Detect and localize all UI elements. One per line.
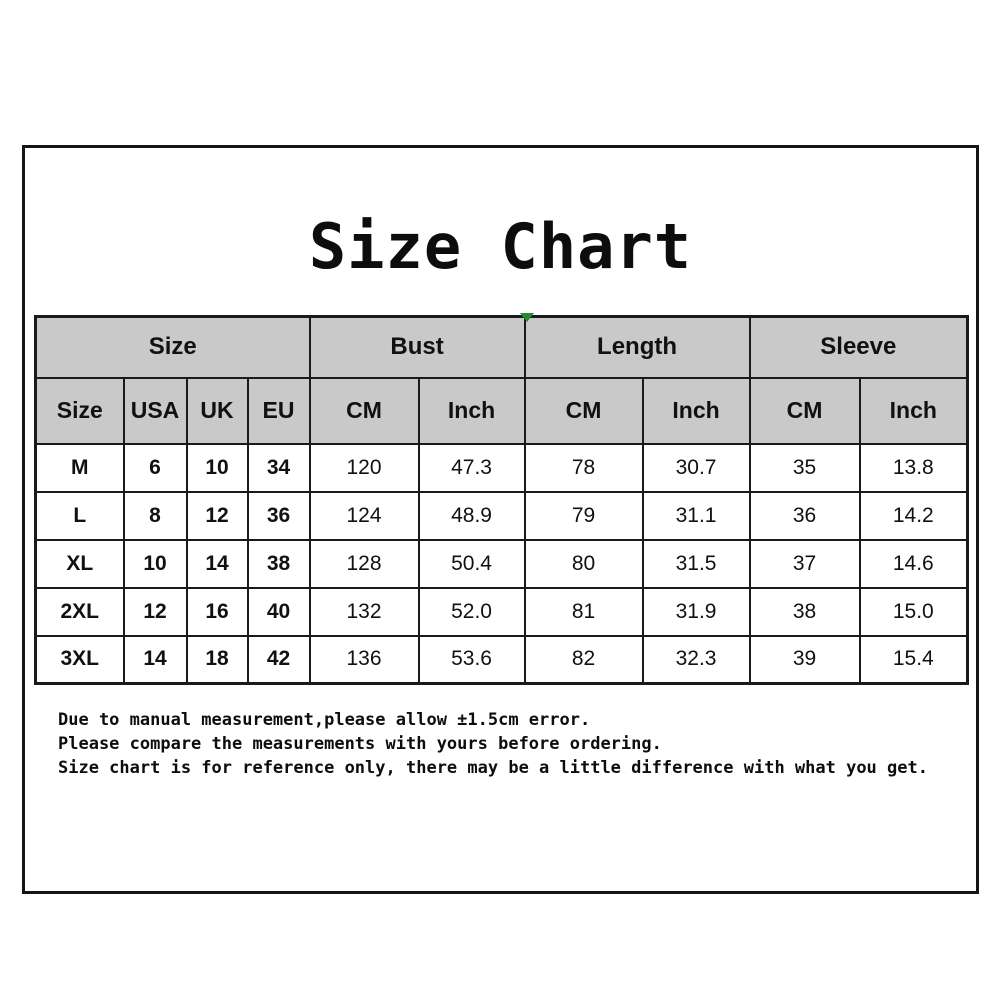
table-row-m: M 6 10 34 120 47.3 78 30.7 35 13.8 [34, 442, 969, 493]
cell-usa: 12 [122, 586, 188, 637]
col-header-length-cm: CM [523, 376, 644, 445]
cell-length-inch: 31.5 [641, 538, 751, 589]
col-header-sleeve-cm: CM [748, 376, 861, 445]
cell-bust-inch: 52.0 [417, 586, 526, 637]
cell-bust-cm: 132 [308, 586, 420, 637]
cell-length-cm: 79 [523, 490, 644, 541]
col-header-length-inch: Inch [641, 376, 751, 445]
length-group-header: Length [523, 315, 751, 379]
table-row-l: L 8 12 36 124 48.9 79 31.1 36 14.2 [34, 490, 969, 541]
col-header-usa: USA [122, 376, 188, 445]
bust-group-header: Bust [308, 315, 526, 379]
chart-frame: Size Chart Size Bust Length Sleeve Size … [22, 145, 979, 894]
cell-bust-inch: 53.6 [417, 634, 526, 685]
cell-bust-cm: 120 [308, 442, 420, 493]
cell-sleeve-inch: 14.2 [858, 490, 969, 541]
col-header-bust-cm: CM [308, 376, 420, 445]
cell-eu: 36 [246, 490, 311, 541]
note-line: Size chart is for reference only, there … [58, 758, 928, 778]
col-header-size: Size [34, 376, 125, 445]
size-table-container: Size Bust Length Sleeve Size USA UK EU C… [34, 313, 970, 685]
cell-eu: 34 [246, 442, 311, 493]
cell-size: 2XL [34, 586, 125, 637]
cell-uk: 10 [185, 442, 249, 493]
col-header-uk: UK [185, 376, 249, 445]
group-header-row: Size Bust Length Sleeve [34, 315, 969, 379]
cell-uk: 18 [185, 634, 249, 685]
cell-sleeve-cm: 35 [748, 442, 861, 493]
cell-length-inch: 30.7 [641, 442, 751, 493]
cell-size: L [34, 490, 125, 541]
size-table: Size Bust Length Sleeve Size USA UK EU C… [34, 315, 970, 685]
green-triangle-marker-icon [520, 313, 534, 322]
cell-sleeve-inch: 15.0 [858, 586, 969, 637]
cell-bust-cm: 136 [308, 634, 420, 685]
cell-bust-cm: 124 [308, 490, 420, 541]
table-row-2xl: 2XL 12 16 40 132 52.0 81 31.9 38 15.0 [34, 586, 969, 637]
page-title: Size Chart [308, 210, 693, 283]
cell-eu: 40 [246, 586, 311, 637]
cell-sleeve-cm: 39 [748, 634, 861, 685]
cell-length-cm: 82 [523, 634, 644, 685]
cell-eu: 38 [246, 538, 311, 589]
cell-sleeve-inch: 14.6 [858, 538, 969, 589]
cell-size: XL [34, 538, 125, 589]
cell-bust-inch: 47.3 [417, 442, 526, 493]
cell-sleeve-cm: 37 [748, 538, 861, 589]
cell-usa: 14 [122, 634, 188, 685]
cell-bust-inch: 48.9 [417, 490, 526, 541]
cell-eu: 42 [246, 634, 311, 685]
notes-block: Due to manual measurement,please allow ±… [58, 708, 928, 780]
cell-length-cm: 80 [523, 538, 644, 589]
size-group-header: Size [34, 315, 311, 379]
cell-sleeve-cm: 38 [748, 586, 861, 637]
cell-length-inch: 31.9 [641, 586, 751, 637]
cell-usa: 10 [122, 538, 188, 589]
subheader-row: Size USA UK EU CM Inch CM Inch CM Inch [34, 376, 969, 445]
cell-length-cm: 78 [523, 442, 644, 493]
table-row-xl: XL 10 14 38 128 50.4 80 31.5 37 14.6 [34, 538, 969, 589]
cell-uk: 12 [185, 490, 249, 541]
note-line: Please compare the measurements with you… [58, 734, 662, 754]
cell-length-inch: 32.3 [641, 634, 751, 685]
cell-uk: 16 [185, 586, 249, 637]
cell-sleeve-cm: 36 [748, 490, 861, 541]
cell-length-cm: 81 [523, 586, 644, 637]
col-header-eu: EU [246, 376, 311, 445]
cell-bust-inch: 50.4 [417, 538, 526, 589]
table-row-3xl: 3XL 14 18 42 136 53.6 82 32.3 39 15.4 [34, 634, 969, 685]
cell-size: 3XL [34, 634, 125, 685]
note-line: Due to manual measurement,please allow ±… [58, 710, 591, 730]
cell-usa: 6 [122, 442, 188, 493]
cell-sleeve-inch: 15.4 [858, 634, 969, 685]
cell-usa: 8 [122, 490, 188, 541]
sleeve-group-header: Sleeve [748, 315, 969, 379]
col-header-bust-inch: Inch [417, 376, 526, 445]
cell-sleeve-inch: 13.8 [858, 442, 969, 493]
col-header-sleeve-inch: Inch [858, 376, 969, 445]
cell-length-inch: 31.1 [641, 490, 751, 541]
cell-bust-cm: 128 [308, 538, 420, 589]
cell-size: M [34, 442, 125, 493]
cell-uk: 14 [185, 538, 249, 589]
